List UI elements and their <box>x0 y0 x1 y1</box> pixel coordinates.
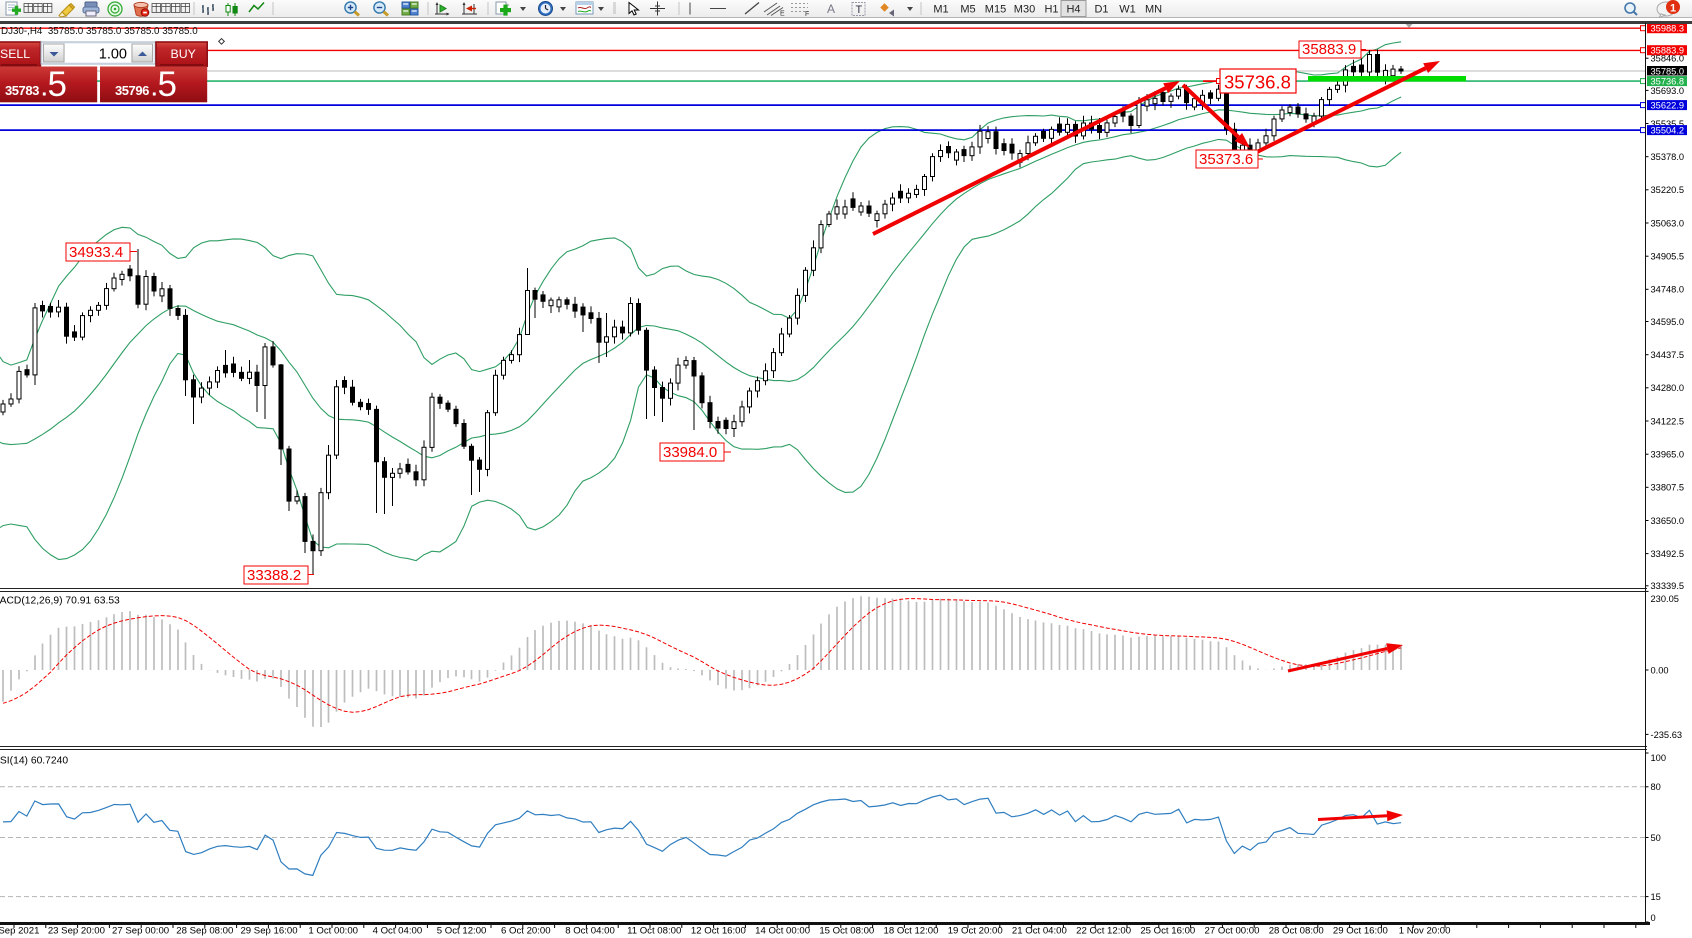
svg-text:100: 100 <box>1651 753 1667 763</box>
svg-text:35693.0: 35693.0 <box>1651 86 1685 96</box>
svg-text:SELL: SELL <box>0 47 30 61</box>
svg-text:5 Oct 12:00: 5 Oct 12:00 <box>437 926 487 937</box>
svg-text:H1: H1 <box>1044 4 1058 16</box>
svg-text:0: 0 <box>1651 913 1656 923</box>
svg-text:19 Oct 20:00: 19 Oct 20:00 <box>948 926 1003 937</box>
svg-text:230.05: 230.05 <box>1651 594 1679 604</box>
svg-text:22 Oct 12:00: 22 Oct 12:00 <box>1076 926 1131 937</box>
svg-text:29 Oct 16:00: 29 Oct 16:00 <box>1333 926 1388 937</box>
svg-text:0.00: 0.00 <box>1651 665 1669 675</box>
svg-text:M5: M5 <box>960 4 975 16</box>
svg-text:5: 5 <box>48 65 67 104</box>
svg-text:35783: 35783 <box>5 83 39 98</box>
svg-text:M30: M30 <box>1014 4 1035 16</box>
svg-text:35785.0: 35785.0 <box>1651 66 1685 76</box>
svg-text:29 Sep 16:00: 29 Sep 16:00 <box>240 926 297 937</box>
svg-text:1: 1 <box>1670 3 1676 15</box>
svg-text:50: 50 <box>1651 833 1661 843</box>
svg-text:T: T <box>856 4 863 16</box>
svg-text:RSI(14) 60.7240: RSI(14) 60.7240 <box>0 756 68 767</box>
svg-text:27 Oct 00:00: 27 Oct 00:00 <box>1205 926 1260 937</box>
svg-text:35988.3: 35988.3 <box>1651 24 1685 34</box>
svg-text:23 Sep 20:00: 23 Sep 20:00 <box>48 926 105 937</box>
svg-text:1.00: 1.00 <box>99 47 127 63</box>
svg-text:25 Oct 16:00: 25 Oct 16:00 <box>1140 926 1195 937</box>
svg-text:14 Oct 00:00: 14 Oct 00:00 <box>755 926 810 937</box>
svg-text:27 Sep 00:00: 27 Sep 00:00 <box>112 926 169 937</box>
svg-text:28 Sep 08:00: 28 Sep 08:00 <box>176 926 233 937</box>
svg-text:21 Sep 2021: 21 Sep 2021 <box>0 926 39 937</box>
svg-text:-235.63: -235.63 <box>1651 730 1683 740</box>
svg-text:35373.6: 35373.6 <box>1199 151 1253 168</box>
svg-text:33984.0: 33984.0 <box>663 444 717 461</box>
svg-text:34122.5: 34122.5 <box>1651 416 1685 426</box>
svg-text:15 Oct 08:00: 15 Oct 08:00 <box>819 926 874 937</box>
svg-text:H4: H4 <box>1066 4 1080 16</box>
svg-text:35220.5: 35220.5 <box>1651 185 1685 195</box>
svg-text:DJ30-,H4 35785.0 35785.0 3578: DJ30-,H4 35785.0 35785.0 35785.0 35785.0 <box>1 26 198 37</box>
svg-text:33388.2: 33388.2 <box>247 567 301 584</box>
svg-text:21 Oct 04:00: 21 Oct 04:00 <box>1012 926 1067 937</box>
svg-text:35796: 35796 <box>115 83 149 98</box>
svg-text:12 Oct 16:00: 12 Oct 16:00 <box>691 926 746 937</box>
svg-text:MN: MN <box>1145 4 1162 16</box>
svg-text:35063.0: 35063.0 <box>1651 218 1685 228</box>
svg-text:M1: M1 <box>933 4 948 16</box>
svg-text:E: E <box>780 11 785 18</box>
svg-text:1 Nov 20:00: 1 Nov 20:00 <box>1399 926 1451 937</box>
svg-text:35736.8: 35736.8 <box>1651 77 1685 87</box>
svg-text:MACD(12,26,9) 70.91 63.53: MACD(12,26,9) 70.91 63.53 <box>0 596 120 607</box>
svg-text:35883.9: 35883.9 <box>1651 46 1685 56</box>
svg-text:W1: W1 <box>1119 4 1136 16</box>
svg-text:35883.9: 35883.9 <box>1302 41 1356 58</box>
svg-text:28 Oct 08:00: 28 Oct 08:00 <box>1269 926 1324 937</box>
svg-text:6 Oct 20:00: 6 Oct 20:00 <box>501 926 551 937</box>
svg-text:35736.8: 35736.8 <box>1224 72 1291 93</box>
svg-text:34933.4: 34933.4 <box>69 244 123 261</box>
svg-text:34595.0: 34595.0 <box>1651 317 1685 327</box>
svg-text:34280.0: 34280.0 <box>1651 383 1685 393</box>
svg-text:.: . <box>152 79 158 101</box>
svg-text:11 Oct 08:00: 11 Oct 08:00 <box>627 926 681 937</box>
svg-text:A: A <box>827 2 835 16</box>
svg-text:35378.0: 35378.0 <box>1651 152 1685 162</box>
svg-text:1 Oct 00:00: 1 Oct 00:00 <box>308 926 358 937</box>
svg-text:35622.9: 35622.9 <box>1651 101 1685 111</box>
svg-text:34905.5: 34905.5 <box>1651 252 1685 262</box>
svg-text:18 Oct 12:00: 18 Oct 12:00 <box>884 926 939 937</box>
svg-text:.: . <box>42 79 48 101</box>
svg-text:33807.5: 33807.5 <box>1651 483 1685 493</box>
svg-text:15: 15 <box>1651 892 1661 902</box>
svg-text:33339.5: 33339.5 <box>1651 581 1685 591</box>
svg-text:33650.0: 33650.0 <box>1651 516 1685 526</box>
svg-text:M15: M15 <box>985 4 1006 16</box>
svg-text:BUY: BUY <box>171 47 196 61</box>
svg-text:35846.0: 35846.0 <box>1651 54 1685 64</box>
svg-text:35504.2: 35504.2 <box>1651 126 1685 136</box>
svg-text:35535.5: 35535.5 <box>1651 119 1685 129</box>
svg-text:34748.0: 34748.0 <box>1651 285 1685 295</box>
svg-text:34437.5: 34437.5 <box>1651 350 1685 360</box>
svg-text:F: F <box>805 11 809 18</box>
svg-text:8 Oct 04:00: 8 Oct 04:00 <box>565 926 615 937</box>
svg-text:4 Oct 04:00: 4 Oct 04:00 <box>373 926 423 937</box>
svg-text:80: 80 <box>1651 782 1661 792</box>
svg-text:5: 5 <box>158 65 177 104</box>
svg-text:33965.0: 33965.0 <box>1651 450 1685 460</box>
svg-text:D1: D1 <box>1094 4 1108 16</box>
svg-text:33492.5: 33492.5 <box>1651 549 1685 559</box>
